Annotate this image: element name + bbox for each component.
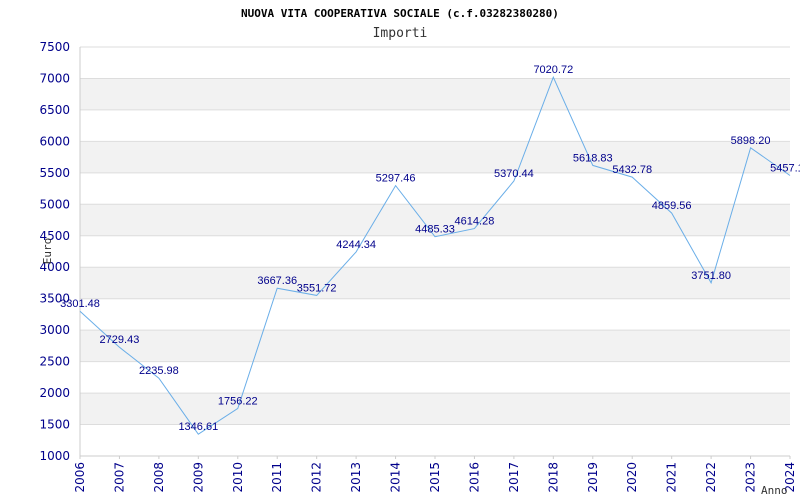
data-label: 4614.28	[455, 216, 495, 228]
grid-lines	[80, 46, 790, 457]
x-tick-label: 2009	[191, 462, 205, 493]
series	[79, 75, 791, 435]
x-tick-label: 2024	[783, 462, 797, 493]
y-tick-label: 2000	[39, 386, 70, 400]
y-tick-labels: 1000 1500 2000 2500 3000 3500 4000 4500 5000 5500…	[39, 40, 70, 463]
y-tick-label: 6000	[39, 134, 70, 148]
data-label: 1756.22	[218, 395, 258, 407]
data-label: 2235.98	[139, 365, 179, 377]
x-tick-label: 2011	[270, 462, 284, 493]
grid-bands	[80, 78, 790, 425]
data-label: 5457.15	[770, 163, 800, 175]
grid-band	[80, 141, 790, 173]
y-tick-label: 6500	[39, 103, 70, 117]
data-label: 4485.33	[415, 224, 455, 236]
x-tick-label: 2016	[467, 462, 481, 493]
chart-title: NUOVA VITA COOPERATIVA SOCIALE (c.f.0328…	[241, 7, 559, 20]
data-labels: 3301.48 2729.43 2235.98 1346.61 1756.22 3667.…	[60, 64, 800, 433]
chart-subtitle: Importi	[373, 26, 428, 41]
data-label: 5898.20	[731, 135, 771, 147]
series-line	[79, 75, 791, 435]
y-tick-label: 4500	[39, 229, 70, 243]
data-label: 5618.83	[573, 152, 613, 164]
data-label: 4859.56	[652, 200, 692, 212]
data-label: 3551.72	[297, 282, 337, 294]
data-label: 1346.61	[178, 421, 218, 433]
data-label: 2729.43	[100, 334, 140, 346]
data-label: 5297.46	[376, 173, 416, 185]
axes	[79, 47, 791, 459]
y-tick-label: 2500	[39, 355, 70, 369]
x-tick-label: 2017	[507, 462, 521, 493]
x-tick-label: 2023	[744, 462, 758, 493]
y-tick-label: 1000	[39, 449, 70, 463]
grid-band	[80, 393, 790, 425]
x-tick-label: 2015	[428, 462, 442, 493]
x-tick-label: 2021	[665, 462, 679, 493]
y-axis-label: Euro	[41, 238, 54, 265]
grid-band	[80, 267, 790, 299]
x-tick-label: 2013	[349, 462, 363, 493]
x-tick-label: 2010	[231, 462, 245, 493]
y-tick-label: 7500	[39, 40, 70, 54]
x-tick-label: 2008	[152, 462, 166, 493]
x-tick-label: 2007	[112, 462, 126, 493]
x-tick-label: 2019	[586, 462, 600, 493]
y-tick-label: 1500	[39, 418, 70, 432]
y-tick-label: 3000	[39, 323, 70, 337]
y-tick-label: 3500	[39, 292, 70, 306]
x-tick-label: 2014	[389, 462, 403, 493]
grid-band	[80, 78, 790, 110]
x-tick-label: 2006	[73, 462, 87, 493]
data-label: 3751.80	[691, 270, 731, 282]
x-tick-label: 2020	[625, 462, 639, 493]
data-label: 4244.34	[336, 239, 376, 251]
x-tick-labels: 2006 2007 2008 2009 2010 2011 2012 2013 2014 2015…	[73, 462, 797, 493]
grid-band	[80, 204, 790, 236]
data-label: 5432.78	[612, 164, 652, 176]
y-tick-label: 5500	[39, 166, 70, 180]
y-tick-label: 7000	[39, 71, 70, 85]
data-label: 3667.36	[257, 275, 297, 287]
x-tick-label: 2012	[310, 462, 324, 493]
x-axis-label: Anno	[761, 484, 788, 497]
x-tick-label: 2022	[704, 462, 718, 493]
data-label: 3301.48	[60, 298, 100, 310]
data-label: 5370.44	[494, 168, 534, 180]
data-label: 7020.72	[533, 64, 573, 76]
y-tick-label: 4000	[39, 260, 70, 274]
y-tick-label: 5000	[39, 197, 70, 211]
grid-band	[80, 330, 790, 362]
x-tick-label: 2018	[546, 462, 560, 493]
